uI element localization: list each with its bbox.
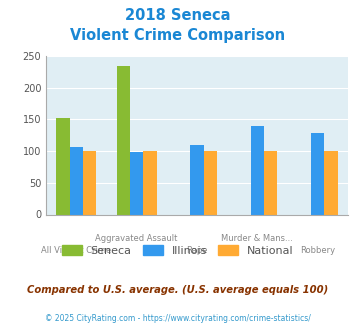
Bar — [264, 151, 277, 214]
Bar — [117, 66, 130, 214]
Text: All Violent Crime: All Violent Crime — [41, 247, 111, 255]
Text: Murder & Mans...: Murder & Mans... — [222, 234, 293, 243]
Bar — [83, 151, 96, 214]
Text: Rape: Rape — [186, 247, 208, 255]
Bar — [324, 151, 338, 214]
Bar — [190, 146, 204, 214]
Text: Robbery: Robbery — [300, 247, 335, 255]
Text: Violent Crime Comparison: Violent Crime Comparison — [70, 28, 285, 43]
Text: 2018 Seneca: 2018 Seneca — [125, 8, 230, 23]
Bar — [251, 126, 264, 214]
Bar — [143, 151, 157, 214]
Text: Aggravated Assault: Aggravated Assault — [95, 234, 178, 243]
Bar — [130, 152, 143, 214]
Text: Compared to U.S. average. (U.S. average equals 100): Compared to U.S. average. (U.S. average … — [27, 285, 328, 295]
Bar — [70, 147, 83, 214]
Bar — [56, 118, 70, 214]
Bar — [311, 133, 324, 214]
Bar — [204, 151, 217, 214]
Legend: Seneca, Illinois, National: Seneca, Illinois, National — [57, 241, 298, 260]
Text: © 2025 CityRating.com - https://www.cityrating.com/crime-statistics/: © 2025 CityRating.com - https://www.city… — [45, 314, 310, 323]
